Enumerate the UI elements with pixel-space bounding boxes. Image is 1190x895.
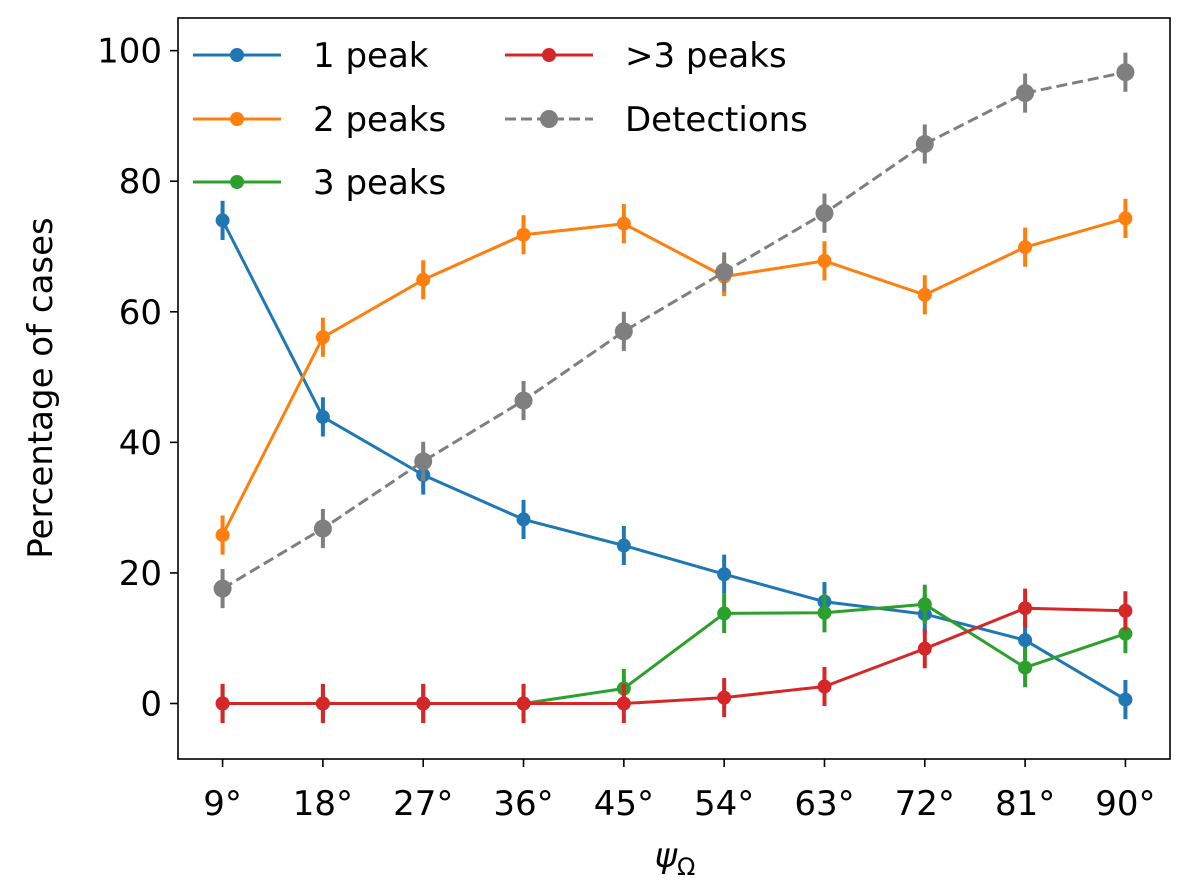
data-point bbox=[717, 606, 732, 621]
legend-swatch-marker bbox=[540, 110, 558, 128]
data-point bbox=[516, 512, 531, 527]
x-tick-label: 36° bbox=[493, 784, 553, 824]
series-detections bbox=[213, 52, 1135, 609]
data-point bbox=[817, 605, 832, 620]
data-point bbox=[1116, 63, 1135, 82]
data-point bbox=[516, 227, 531, 242]
data-point bbox=[915, 135, 934, 154]
data-point bbox=[815, 204, 834, 223]
plot-data bbox=[213, 52, 1135, 724]
data-point bbox=[1018, 601, 1033, 616]
data-point bbox=[215, 213, 230, 228]
data-point bbox=[917, 597, 932, 612]
data-point bbox=[1018, 660, 1033, 675]
data-point bbox=[416, 272, 431, 287]
legend-label: 2 peaks bbox=[313, 100, 446, 140]
data-point bbox=[1018, 240, 1033, 255]
data-point bbox=[616, 538, 631, 553]
data-point bbox=[213, 579, 232, 598]
legend-label: Detections bbox=[625, 100, 808, 140]
x-tick-label: 63° bbox=[794, 784, 854, 824]
data-point bbox=[717, 567, 732, 582]
data-point bbox=[315, 696, 330, 711]
x-tick-label: 54° bbox=[694, 784, 754, 824]
x-axis-title: ψΩ bbox=[655, 836, 696, 881]
data-point bbox=[817, 253, 832, 268]
data-point bbox=[1118, 211, 1133, 226]
legend-item: >3 peaks bbox=[505, 36, 787, 76]
data-point bbox=[1018, 633, 1033, 648]
x-tick-label: 27° bbox=[393, 784, 453, 824]
y-tick-label: 100 bbox=[97, 32, 162, 72]
data-point bbox=[315, 330, 330, 345]
data-point bbox=[215, 528, 230, 543]
legend-item: 3 peaks bbox=[193, 163, 446, 203]
data-point bbox=[917, 287, 932, 302]
data-point bbox=[215, 696, 230, 711]
data-point bbox=[516, 696, 531, 711]
legend-item: 1 peak bbox=[193, 36, 429, 76]
y-tick-label: 0 bbox=[140, 685, 162, 725]
legend-label: >3 peaks bbox=[625, 36, 787, 76]
series--3-peaks bbox=[215, 588, 1133, 724]
data-point bbox=[616, 696, 631, 711]
legend-swatch-marker bbox=[230, 175, 244, 189]
y-axis-title: Percentage of cases bbox=[21, 217, 61, 559]
data-point bbox=[1118, 603, 1133, 618]
plot-frame bbox=[177, 17, 1171, 760]
data-point bbox=[616, 216, 631, 231]
x-tick-label: 81° bbox=[995, 784, 1055, 824]
y-tick-label: 60 bbox=[119, 293, 162, 333]
legend: 1 peak 2 peaks 3 peaks >3 peaks Detections bbox=[193, 36, 808, 203]
data-point bbox=[1118, 626, 1133, 641]
y-tick-label: 40 bbox=[119, 423, 162, 463]
x-tick-label: 9° bbox=[203, 784, 242, 824]
data-point bbox=[1118, 692, 1133, 707]
data-point bbox=[313, 519, 332, 538]
data-point bbox=[715, 262, 734, 281]
data-point bbox=[917, 641, 932, 656]
legend-item: 2 peaks bbox=[193, 100, 446, 140]
series-line bbox=[221, 216, 1126, 536]
legend-label: 3 peaks bbox=[313, 163, 446, 203]
data-point bbox=[717, 690, 732, 705]
data-point bbox=[416, 696, 431, 711]
data-point bbox=[315, 409, 330, 424]
series-line bbox=[221, 70, 1126, 590]
x-tick-label: 45° bbox=[594, 784, 654, 824]
data-point bbox=[514, 391, 533, 410]
legend-swatch-marker bbox=[230, 48, 244, 62]
legend-swatch-marker bbox=[230, 112, 244, 126]
data-point bbox=[1016, 84, 1035, 103]
data-point bbox=[614, 322, 633, 341]
x-tick-label: 18° bbox=[293, 784, 353, 824]
y-tick-label: 20 bbox=[119, 554, 162, 594]
x-axis-title-symbol: ψ bbox=[655, 836, 678, 876]
legend-label: 1 peak bbox=[313, 36, 429, 76]
y-tick-label: 80 bbox=[119, 162, 162, 202]
x-tick-label: 90° bbox=[1095, 784, 1155, 824]
x-tick-label: 72° bbox=[895, 784, 955, 824]
series-line bbox=[222, 606, 1126, 705]
data-point bbox=[817, 679, 832, 694]
legend-item: Detections bbox=[505, 100, 808, 140]
y-axis: 0 20 40 60 80 100 bbox=[97, 32, 178, 725]
legend-swatch-marker bbox=[542, 48, 556, 62]
x-axis-title-subscript: Ω bbox=[677, 853, 695, 881]
data-point bbox=[414, 452, 433, 471]
x-axis: 9° 18° 27° 36° 45° 54° 63° 72° 81° 90° bbox=[203, 759, 1156, 824]
